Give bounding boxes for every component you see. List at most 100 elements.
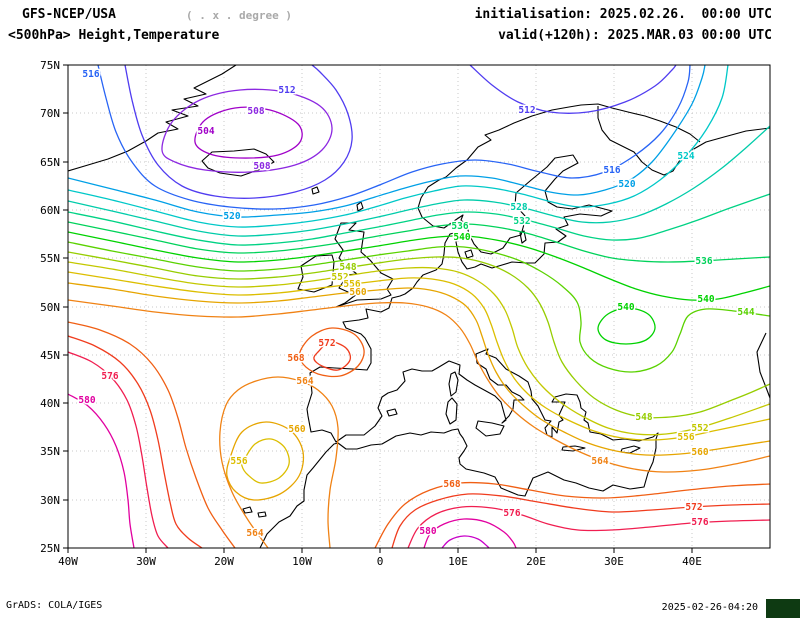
contour-556 bbox=[241, 438, 290, 484]
lon-label: 0 bbox=[377, 555, 384, 568]
lat-label: 55N bbox=[40, 252, 60, 265]
contour-label: 548 bbox=[339, 262, 356, 273]
lon-label: 10E bbox=[448, 555, 468, 568]
coastline bbox=[259, 103, 701, 548]
contour-label: 580 bbox=[78, 395, 95, 406]
contour-576 bbox=[407, 505, 770, 548]
contour-564 bbox=[219, 376, 339, 548]
plot-frame bbox=[63, 64, 771, 553]
contour-label: 524 bbox=[677, 151, 694, 162]
contour-label: 576 bbox=[101, 371, 118, 382]
lat-label: 45N bbox=[40, 349, 60, 362]
contour-label: 536 bbox=[695, 256, 712, 267]
contour-572 bbox=[313, 341, 352, 371]
contour-label: 580 bbox=[419, 526, 436, 537]
contour-564 bbox=[68, 299, 770, 473]
contour-568 bbox=[68, 321, 236, 548]
contour-label: 552 bbox=[691, 423, 708, 434]
contour-label: 564 bbox=[591, 456, 608, 467]
contour-508 bbox=[161, 88, 333, 173]
contour-label: 556 bbox=[230, 456, 247, 467]
contour-label: 516 bbox=[82, 69, 99, 80]
contour-548 bbox=[68, 251, 770, 419]
island-coastline bbox=[464, 249, 474, 259]
contour-512 bbox=[124, 65, 353, 199]
contour-label: 572 bbox=[685, 502, 702, 513]
cola-logo-box bbox=[766, 599, 800, 618]
contour-label: 572 bbox=[318, 338, 335, 349]
lon-label: 30E bbox=[604, 555, 624, 568]
contour-label: 508 bbox=[253, 161, 270, 172]
generation-timestamp: 2025-02-26-04:20 bbox=[661, 602, 758, 613]
contour-516 bbox=[97, 65, 691, 210]
contour-512 bbox=[469, 65, 677, 114]
island-coastline bbox=[311, 186, 320, 195]
lat-label: 40N bbox=[40, 397, 60, 410]
island-coastline bbox=[356, 201, 364, 212]
contour-label: 520 bbox=[223, 211, 240, 222]
contour-528 bbox=[68, 125, 770, 237]
contour-label: 512 bbox=[518, 105, 535, 116]
coastline bbox=[756, 332, 770, 399]
contour-580 bbox=[423, 518, 517, 548]
contour-552 bbox=[68, 261, 770, 436]
contour-labels: 5045085085125125165165205205245285325365… bbox=[77, 68, 756, 541]
lat-label: 65N bbox=[40, 156, 60, 169]
contour-label: 540 bbox=[453, 232, 470, 243]
contour-label: 564 bbox=[246, 528, 263, 539]
lat-label: 50N bbox=[40, 301, 60, 314]
contour-576 bbox=[68, 351, 169, 548]
island-coastline bbox=[297, 254, 335, 293]
contour-504 bbox=[194, 106, 303, 159]
contour-540 bbox=[597, 307, 656, 345]
valid-time: valid(+120h): 2025.MAR.03 00:00 UTC bbox=[498, 28, 772, 43]
lat-label: 70N bbox=[40, 107, 60, 120]
contour-label: 560 bbox=[691, 447, 708, 458]
contour-524 bbox=[68, 65, 729, 228]
contour-label: 512 bbox=[278, 85, 295, 96]
contour-label: 548 bbox=[635, 412, 652, 423]
contour-label: 556 bbox=[677, 432, 694, 443]
lon-label: 40E bbox=[682, 555, 702, 568]
island-coastline bbox=[257, 511, 267, 518]
coastline bbox=[68, 65, 237, 172]
lon-label: 40W bbox=[58, 555, 78, 568]
lat-label: 30N bbox=[40, 494, 60, 507]
grads-credit: GrADS: COLA/IGES bbox=[6, 600, 103, 611]
contour-label: 544 bbox=[737, 307, 754, 318]
contour-label: 568 bbox=[443, 479, 460, 490]
contour-label: 504 bbox=[197, 126, 214, 137]
contour-label: 528 bbox=[510, 202, 527, 213]
contour-572 bbox=[68, 335, 203, 548]
contour-label: 540 bbox=[697, 294, 714, 305]
height-contours bbox=[68, 65, 770, 548]
contour-572 bbox=[391, 493, 770, 548]
contour-532 bbox=[68, 193, 770, 246]
contour-label: 532 bbox=[513, 216, 530, 227]
lat-label: 60N bbox=[40, 204, 60, 217]
model-title: GFS-NCEP/USA bbox=[22, 7, 116, 22]
contour-label: 560 bbox=[288, 424, 305, 435]
contour-label: 508 bbox=[247, 106, 264, 117]
lon-label: 20E bbox=[526, 555, 546, 568]
contour-556 bbox=[68, 271, 770, 441]
contour-568 bbox=[374, 481, 770, 548]
contour-560 bbox=[226, 421, 305, 501]
lat-label: 25N bbox=[40, 542, 60, 555]
product-title: <500hPa> Height,Temperature bbox=[8, 28, 220, 43]
init-time: initialisation: 2025.02.26. 00:00 UTC bbox=[474, 7, 772, 22]
island-coastline bbox=[445, 397, 458, 425]
lon-label: 20W bbox=[214, 555, 234, 568]
contour-580 bbox=[68, 393, 135, 548]
contour-520 bbox=[68, 65, 706, 218]
lat-label: 35N bbox=[40, 445, 60, 458]
island-coastline bbox=[386, 408, 398, 417]
contour-540 bbox=[68, 231, 770, 301]
contour-label: 576 bbox=[691, 517, 708, 528]
contour-label: 556 bbox=[343, 279, 360, 290]
lon-label: 30W bbox=[136, 555, 156, 568]
contour-label: 564 bbox=[296, 376, 313, 387]
contour-label: 536 bbox=[451, 221, 468, 232]
